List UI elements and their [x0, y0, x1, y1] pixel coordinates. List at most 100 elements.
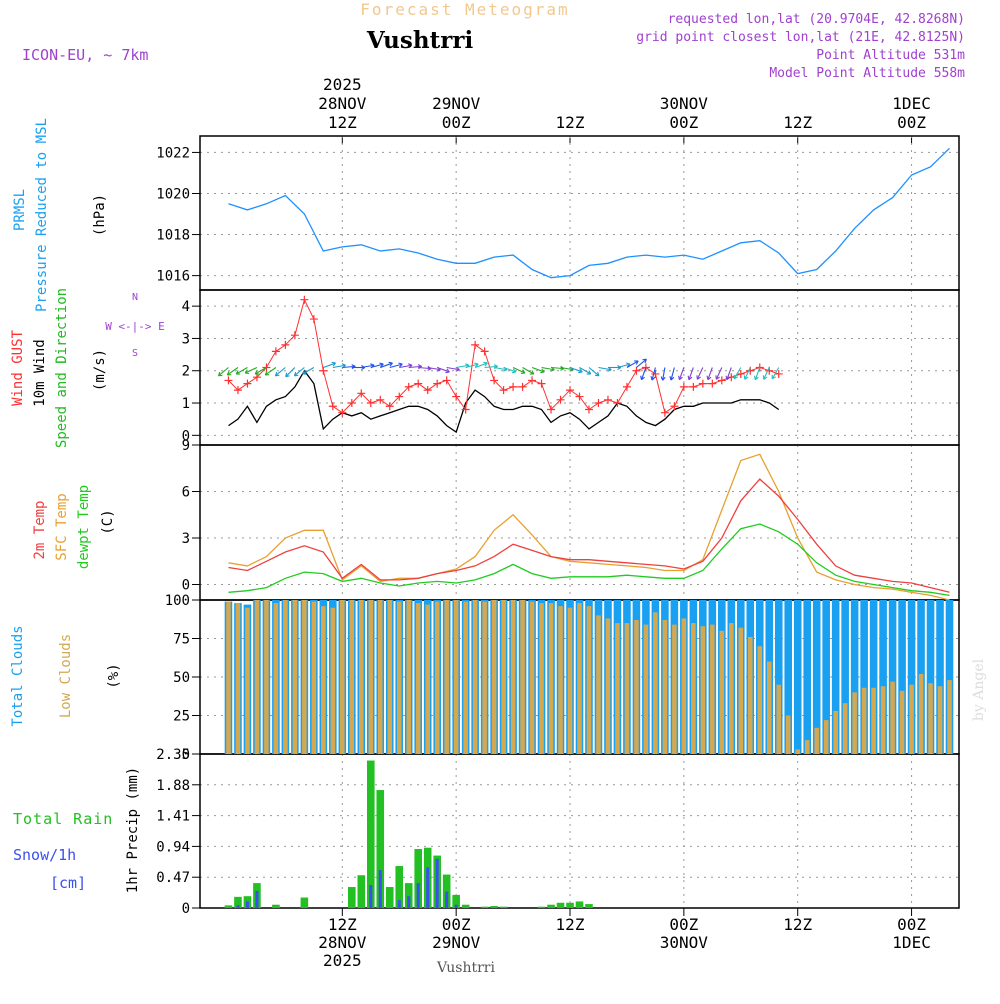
- wind-arrow-head: [331, 361, 336, 367]
- wind-arrow: [626, 360, 639, 368]
- low-cloud-bar: [643, 624, 649, 754]
- low-cloud-bar: [254, 600, 260, 754]
- low-cloud-bar: [700, 626, 706, 754]
- gust-marker: [404, 382, 413, 391]
- wind-arrow: [733, 367, 742, 380]
- gust-label: Wind GUST: [10, 330, 26, 406]
- total-cloud-bar: [907, 600, 916, 754]
- low-cloud-bar: [681, 618, 687, 754]
- wind-unit: (m/s): [92, 349, 108, 391]
- rain-bar: [480, 906, 489, 908]
- wind-arrow: [465, 363, 479, 369]
- footer-location: Vushtrri: [436, 960, 495, 976]
- gust-marker: [575, 392, 584, 401]
- low-cloud-bar: [548, 603, 554, 754]
- gust-marker: [433, 379, 442, 388]
- compass-n: N: [132, 292, 138, 303]
- wind-arrow-head: [771, 374, 777, 380]
- wind-arrow-head: [235, 370, 241, 375]
- low-cloud-bar: [899, 690, 905, 754]
- wind-arrow: [399, 364, 413, 369]
- wind-arrow: [294, 367, 305, 377]
- low-cloud-bar: [539, 603, 544, 754]
- gust-marker: [594, 399, 603, 408]
- wind-arrow-head: [540, 368, 545, 374]
- bottom-tick-label: 12Z: [783, 915, 812, 934]
- wind-arrow: [244, 367, 258, 374]
- low-cloud-bar: [719, 630, 725, 754]
- gust-marker: [233, 386, 242, 395]
- bottom-tick-label: 1DEC: [892, 933, 931, 952]
- wind-arrow: [380, 362, 393, 369]
- low-cloud-bar: [842, 703, 848, 754]
- low-cloud-bar: [368, 600, 374, 754]
- wind-arrow: [436, 366, 450, 373]
- rain-bar: [556, 902, 565, 908]
- gust-marker: [262, 363, 271, 372]
- rain-bar: [452, 894, 460, 908]
- precip-ylabel: Total Rain Snow/1h [cm] 1hr Precip (mm): [13, 767, 141, 893]
- temperature-ytick-label: 0: [182, 578, 190, 594]
- wind-ytick-label: 2: [182, 364, 190, 380]
- wind-arrow-head: [642, 358, 647, 364]
- snow-unit-label: [cm]: [50, 874, 86, 892]
- wind-arrow-head: [687, 375, 693, 381]
- gust-marker: [309, 315, 318, 324]
- precip-unit: 1hr Precip (mm): [125, 767, 141, 893]
- low-cloud-bar: [377, 600, 383, 754]
- gust-marker: [679, 382, 688, 391]
- gust-marker: [499, 386, 508, 395]
- gust-marker: [528, 376, 537, 385]
- rain-bar: [414, 849, 423, 908]
- snow-bar: [454, 904, 458, 908]
- wind-arrow: [598, 366, 612, 371]
- wind-arrow-head: [379, 362, 384, 368]
- wind-arrow: [640, 367, 647, 380]
- wind-arrow-head: [578, 368, 583, 374]
- cloud-unit: (%): [106, 663, 122, 688]
- rain-bar: [575, 901, 584, 908]
- dewpt-label: dewpt Temp: [76, 485, 92, 569]
- low-cloud-bar: [396, 601, 402, 754]
- gust-marker: [547, 405, 556, 414]
- wind-arrow: [617, 363, 631, 369]
- grid-point-coords: grid point closest lon,lat (21E, 42.8125…: [636, 30, 965, 45]
- pressure-line: [228, 147, 950, 279]
- wind-label: 10m Wind: [32, 339, 48, 406]
- rain-bar: [385, 887, 394, 908]
- low-cloud-bar: [235, 603, 241, 754]
- bottom-tick-label: 00Z: [442, 915, 471, 934]
- rain-bar: [404, 883, 413, 908]
- wind-arrow-head: [634, 360, 639, 365]
- gust-marker: [613, 399, 622, 408]
- snow-bar: [378, 869, 382, 908]
- wind-arrow: [531, 366, 545, 373]
- wind-arrow-head: [743, 375, 749, 380]
- low-cloud-bar: [634, 620, 639, 754]
- low-cloud-bar: [349, 600, 355, 754]
- wind-arrow-head: [660, 376, 666, 381]
- temp-unit: (C): [100, 509, 116, 534]
- wind-arrow: [754, 367, 761, 380]
- wind-arrow: [744, 367, 751, 380]
- low-cloud-bar: [795, 749, 800, 754]
- pressure-ytick-label: 1018: [156, 228, 190, 244]
- low-cloud-bar: [586, 606, 592, 754]
- top-tick-label: 12Z: [556, 113, 585, 132]
- gust-marker: [566, 386, 575, 395]
- low-cloud-bar: [823, 720, 829, 754]
- rain-bar: [395, 866, 404, 908]
- compass-we: W <-|-> E: [105, 320, 165, 333]
- wind-arrow-head: [696, 375, 701, 380]
- clouds-ytick-label: 75: [173, 632, 190, 648]
- rain-bar: [234, 896, 242, 908]
- gust-marker: [471, 340, 480, 349]
- wind-arrow: [361, 364, 375, 369]
- wind-arrow: [332, 364, 346, 369]
- low-cloud-bar: [463, 601, 468, 754]
- wind-arrow-head: [706, 375, 712, 381]
- t2m-label: 2m Temp: [32, 500, 48, 559]
- pressure-frame: [199, 135, 960, 291]
- location-title: Vushtrri: [366, 27, 474, 54]
